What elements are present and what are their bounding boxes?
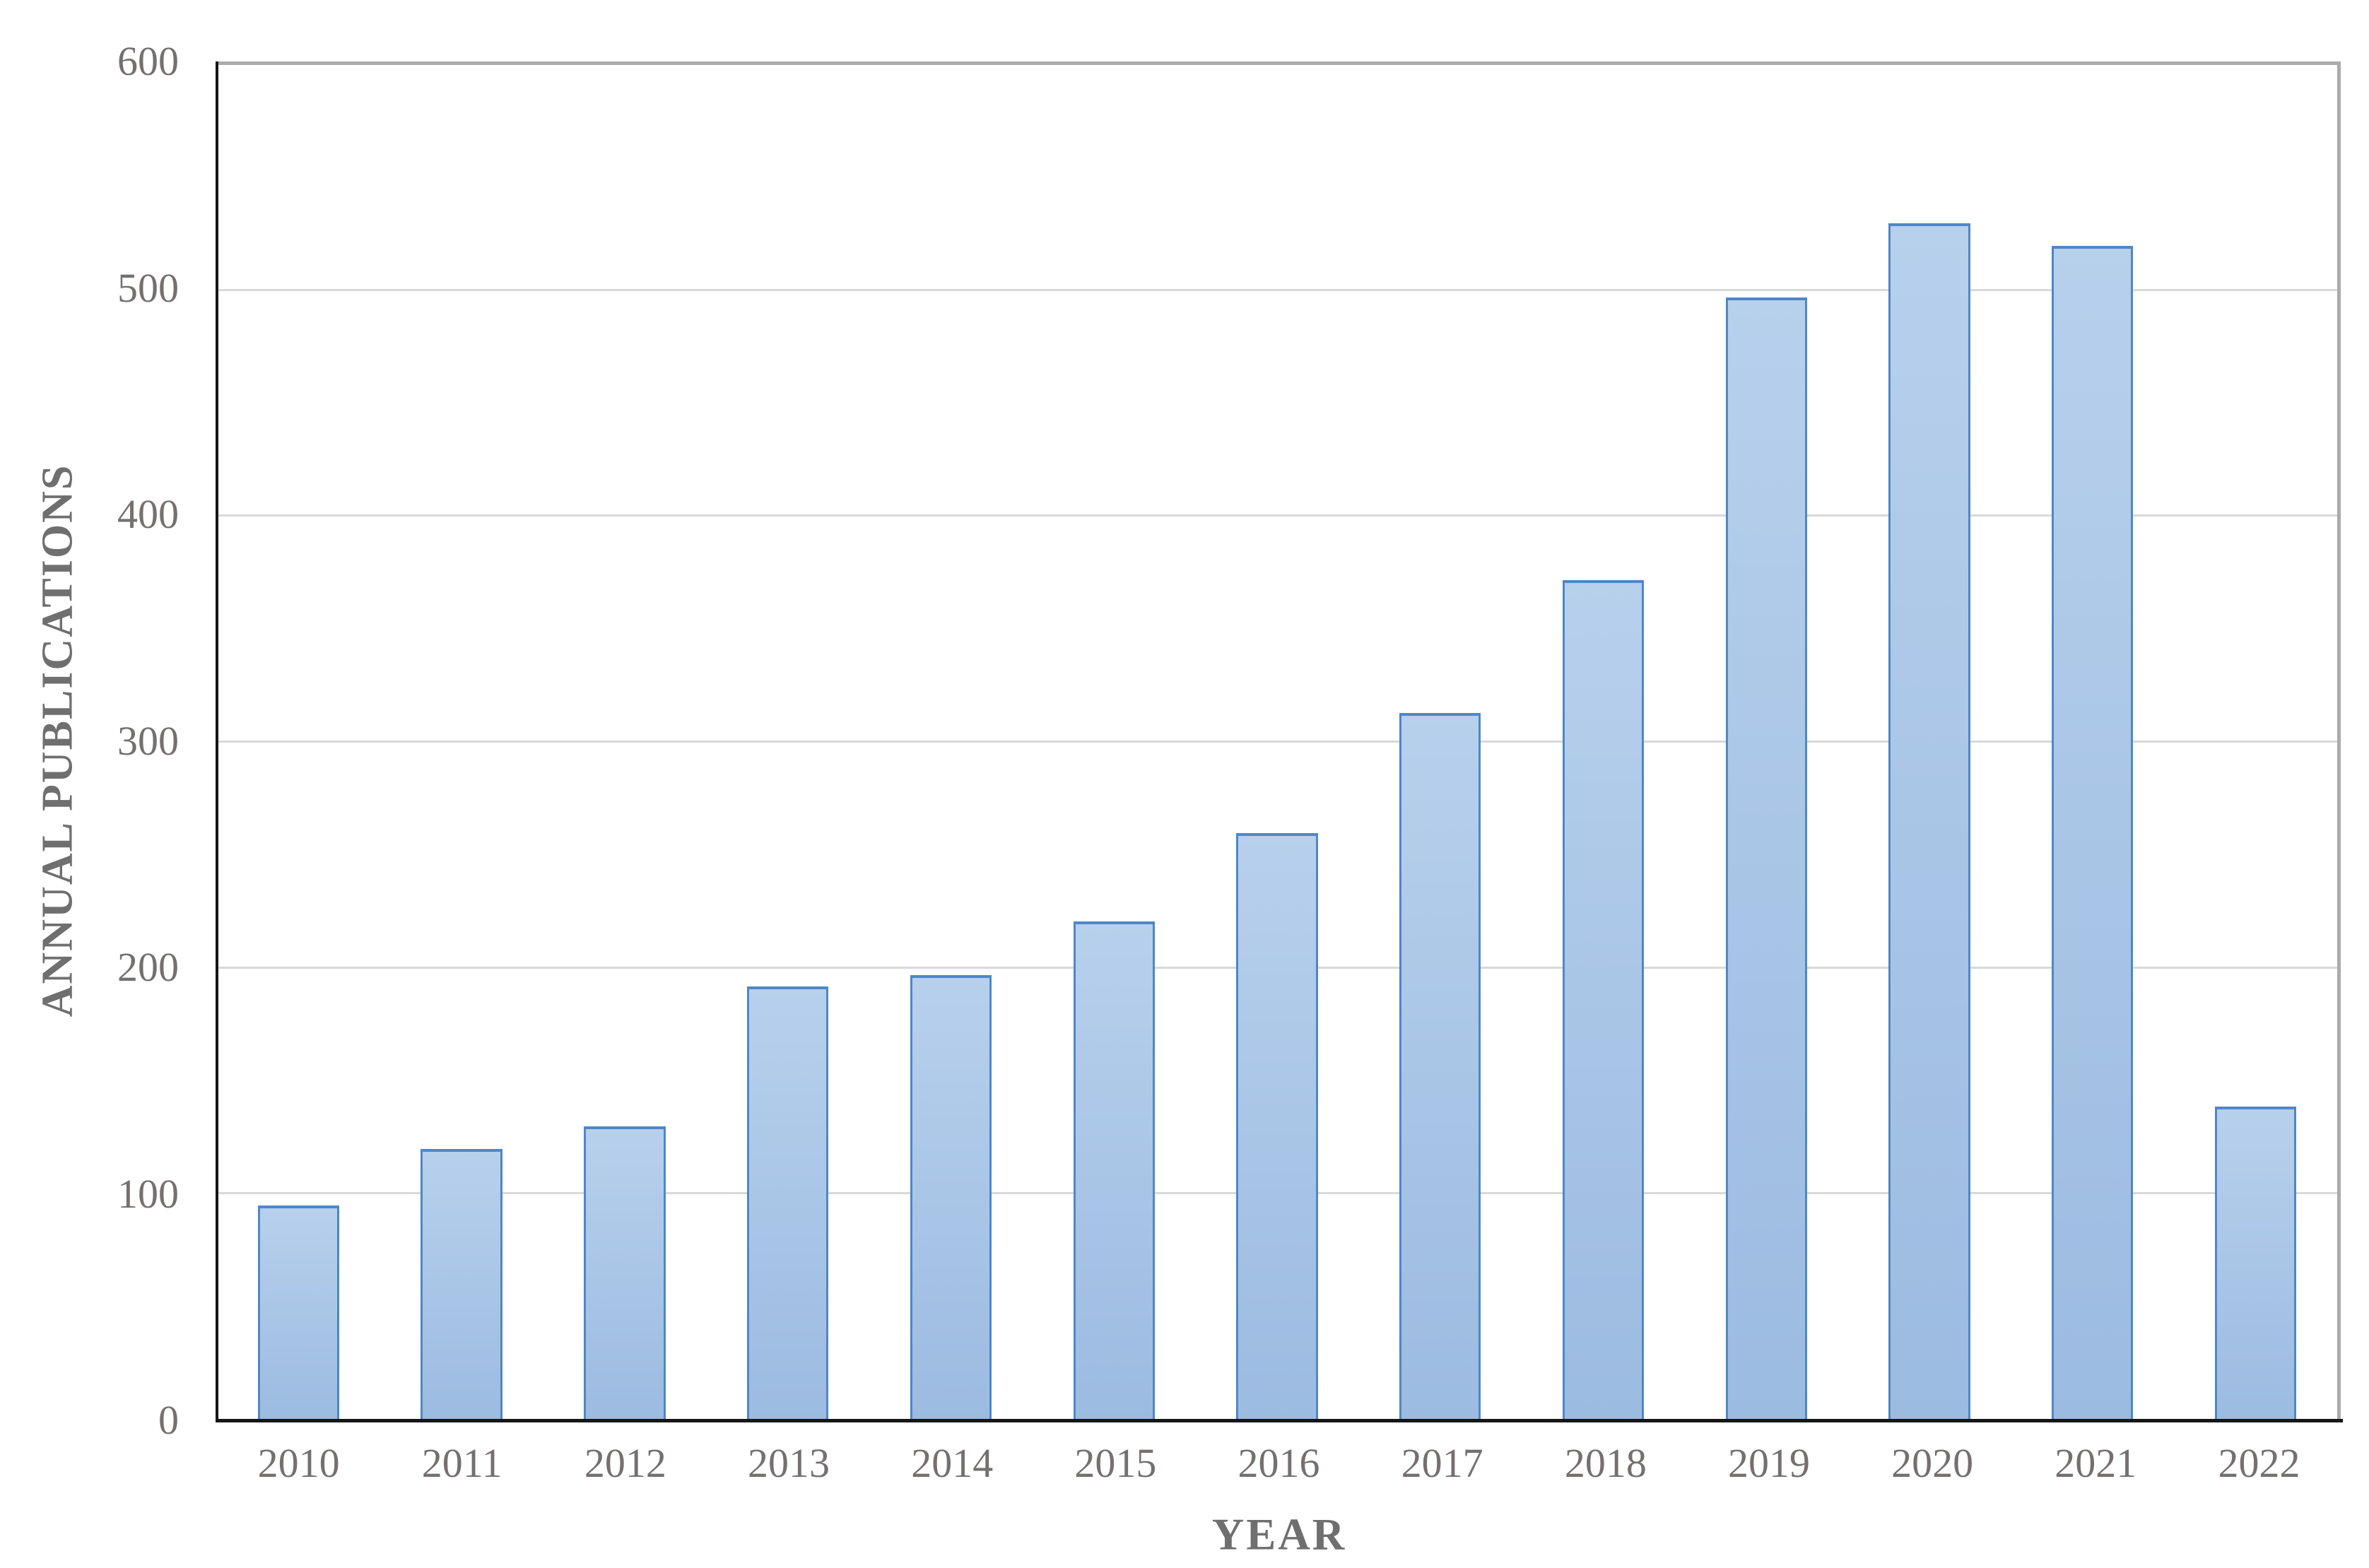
- y-tick-100: 100: [117, 1170, 179, 1217]
- bar-2010: [257, 1206, 340, 1420]
- gridline-300: [217, 741, 2337, 743]
- y-tick-500: 500: [117, 264, 179, 311]
- y-tick-0: 0: [158, 1397, 179, 1443]
- y-tick-300: 300: [117, 717, 179, 764]
- x-axis-title: YEAR: [1211, 1509, 1347, 1560]
- y-tick-200: 200: [117, 944, 179, 990]
- bar-2015: [1073, 921, 1155, 1420]
- x-tick-2019: 2019: [1727, 1440, 1810, 1486]
- bar-slot-2021: [2011, 65, 2174, 1420]
- bar-slot-2022: [2174, 65, 2337, 1420]
- bar-2022: [2214, 1106, 2297, 1420]
- bar-series: [217, 65, 2337, 1420]
- bar-2012: [584, 1126, 666, 1420]
- x-axis-line: [216, 1419, 2343, 1422]
- x-tick-2013: 2013: [748, 1440, 830, 1486]
- y-axis-line: [216, 61, 218, 1422]
- bar-slot-2018: [1522, 65, 1685, 1420]
- x-tick-2015: 2015: [1074, 1440, 1157, 1486]
- bar-slot-2010: [217, 65, 380, 1420]
- bar-2018: [1562, 579, 1645, 1420]
- bar-slot-2013: [706, 65, 869, 1420]
- x-tick-2020: 2020: [1891, 1440, 1974, 1486]
- y-tick-600: 600: [117, 38, 179, 84]
- bar-2013: [746, 986, 829, 1420]
- bar-2016: [1236, 832, 1318, 1420]
- bar-slot-2017: [1358, 65, 1522, 1420]
- x-tick-2012: 2012: [584, 1440, 666, 1486]
- bar-slot-2019: [1685, 65, 1848, 1420]
- bar-2014: [910, 975, 992, 1420]
- x-tick-2010: 2010: [257, 1440, 340, 1486]
- x-tick-2014: 2014: [911, 1440, 994, 1486]
- bar-2020: [1888, 223, 1970, 1420]
- bar-slot-2020: [1848, 65, 2011, 1420]
- bar-2017: [1399, 713, 1481, 1420]
- x-tick-2016: 2016: [1238, 1440, 1320, 1486]
- x-tick-2017: 2017: [1401, 1440, 1483, 1486]
- bar-2011: [421, 1149, 502, 1420]
- x-tick-2018: 2018: [1564, 1440, 1647, 1486]
- x-tick-2011: 2011: [421, 1440, 502, 1486]
- bar-2019: [1725, 297, 1807, 1420]
- x-axis-ticks: 2010 2011 2012 2013 2014 2015 2016 2017 2018 2019…: [217, 1443, 2341, 1484]
- plot-area: [217, 61, 2341, 1420]
- gridline-500: [217, 288, 2337, 291]
- x-tick-2022: 2022: [2218, 1440, 2300, 1486]
- x-tick-2021: 2021: [2054, 1440, 2137, 1486]
- bar-slot-2011: [380, 65, 543, 1420]
- gridline-400: [217, 514, 2337, 517]
- bar-slot-2015: [1033, 65, 1196, 1420]
- bar-slot-2012: [543, 65, 707, 1420]
- bar-2021: [2052, 245, 2134, 1420]
- y-tick-400: 400: [117, 491, 179, 537]
- bar-slot-2014: [869, 65, 1033, 1420]
- bar-slot-2016: [1196, 65, 1359, 1420]
